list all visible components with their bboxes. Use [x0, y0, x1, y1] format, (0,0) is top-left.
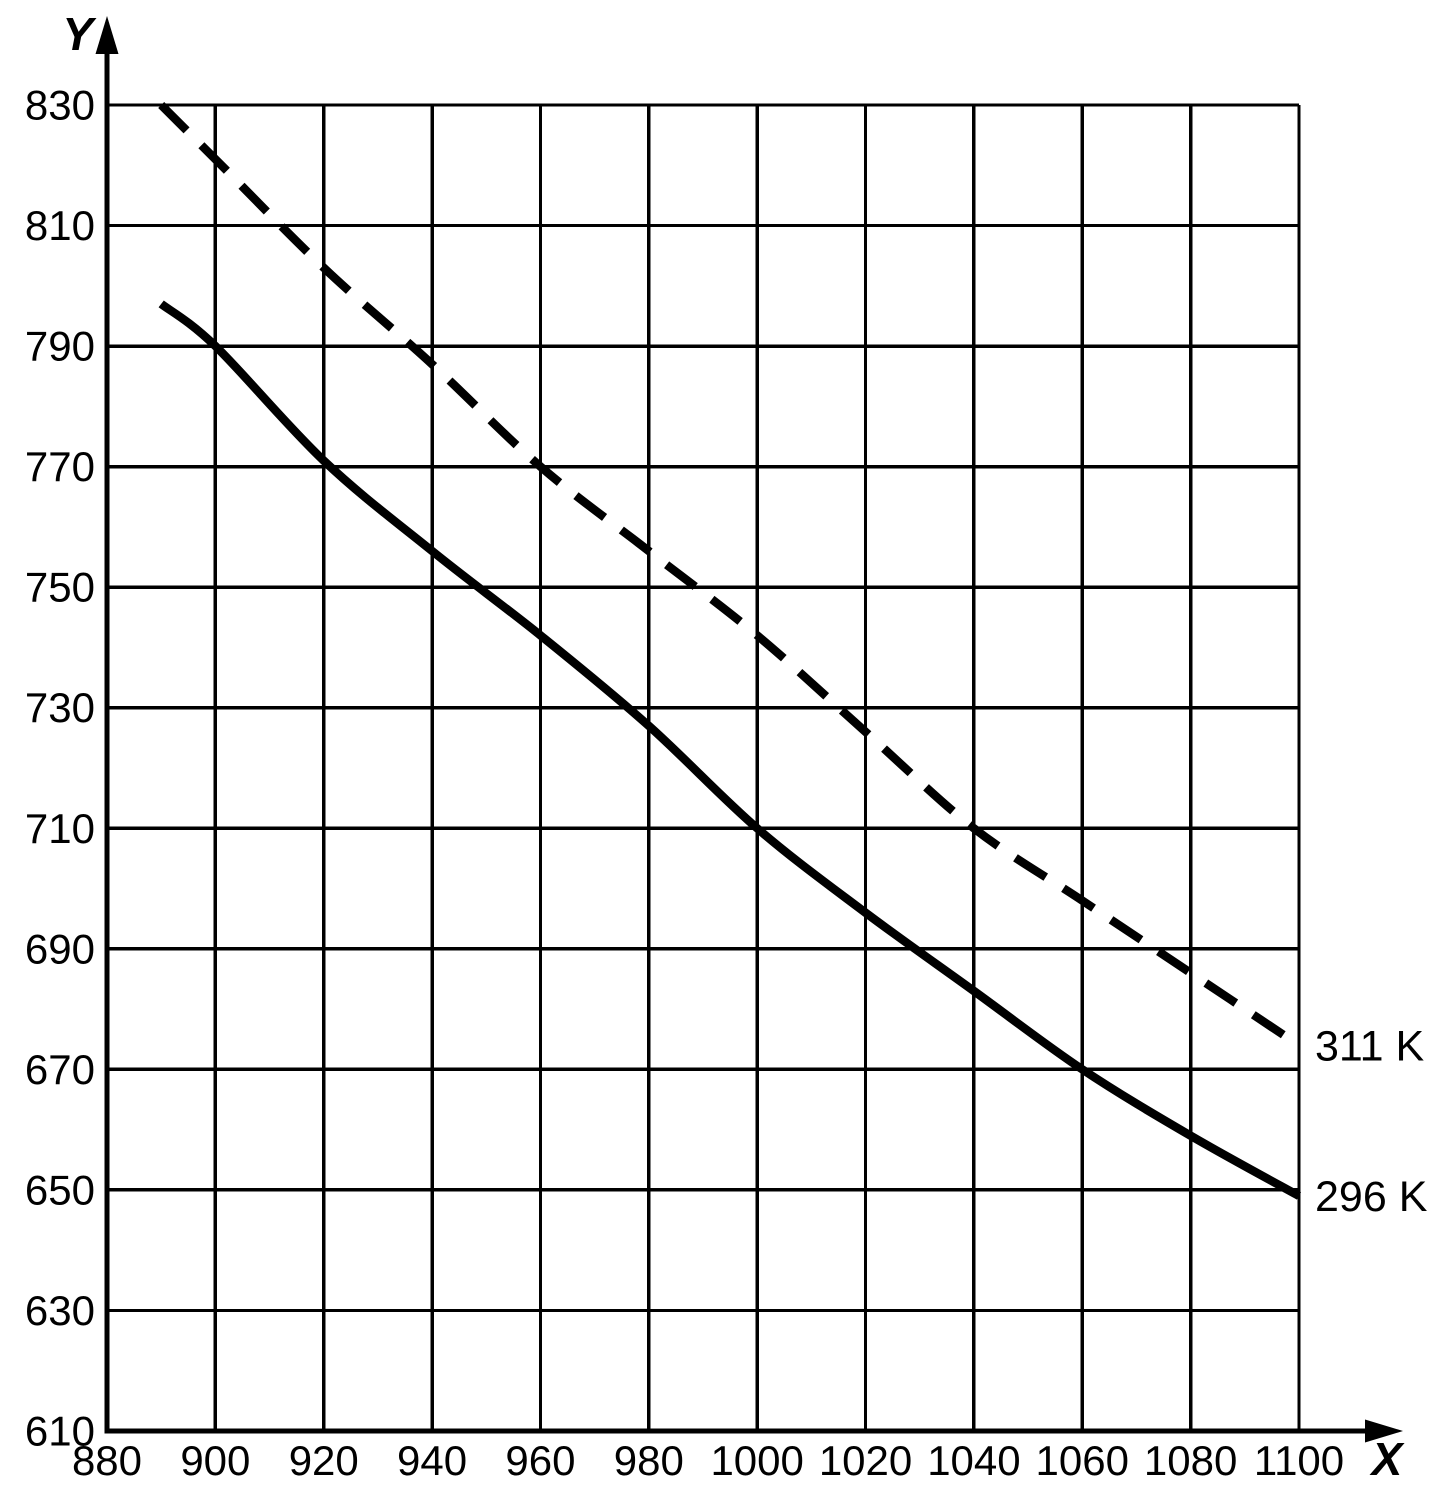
series-label-311k: 311 K: [1315, 1022, 1424, 1070]
grid-lines: [107, 103, 1301, 1431]
y-axis-arrow-icon: [95, 16, 119, 54]
x-tick-label: 1100: [1254, 1437, 1344, 1484]
x-tick-label: 960: [505, 1437, 575, 1484]
x-tick-label: 920: [289, 1437, 359, 1484]
x-tick-label: 1040: [927, 1437, 1020, 1484]
x-tick-label: 940: [397, 1437, 467, 1484]
data-curves: [158, 101, 1302, 1200]
y-tick-label: 750: [25, 564, 95, 611]
y-tick-label: 630: [25, 1287, 95, 1334]
x-tick-label: 1000: [710, 1437, 803, 1484]
y-tick-label: 670: [25, 1046, 95, 1093]
curve-dashed-311k: [158, 101, 1302, 1049]
x-axis-label: X: [1369, 1433, 1405, 1485]
x-tick-label: 1080: [1144, 1437, 1237, 1484]
y-tick-label: 690: [25, 925, 95, 972]
y-tick-label: 710: [25, 805, 95, 852]
x-tick-label: 900: [180, 1437, 250, 1484]
y-tick-label: 810: [25, 202, 95, 249]
axes: [95, 16, 1403, 1443]
y-tick-label: 650: [25, 1166, 95, 1213]
curve-solid-296k: [158, 300, 1302, 1200]
x-tick-label: 1020: [819, 1437, 912, 1484]
x-tick-label: 880: [72, 1437, 142, 1484]
tick-labels: 610 630 650 670 690 710 730 750 770 790 810 830 880 9…: [25, 82, 1344, 1485]
x-tick-label: 1060: [1036, 1437, 1129, 1484]
series-label-296k: 296 K: [1315, 1173, 1428, 1221]
y-tick-label: 790: [25, 323, 95, 370]
y-tick-label: 830: [25, 82, 95, 129]
y-tick-label: 770: [25, 443, 95, 490]
y-axis-label: Y: [62, 8, 97, 60]
x-axis-arrow-icon: [1365, 1419, 1403, 1443]
y-tick-label: 730: [25, 684, 95, 731]
x-tick-label: 980: [614, 1437, 684, 1484]
y-tick-label: 610: [25, 1408, 95, 1455]
